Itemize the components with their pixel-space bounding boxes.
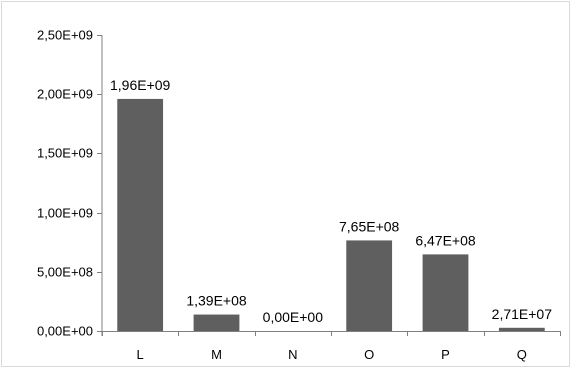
x-tick-label: L <box>137 347 144 362</box>
y-axis: 0,00E+00 5,00E+08 1,00E+09 1,50E+09 2,00E+09… <box>37 28 103 339</box>
y-tick-label: 1,00E+09 <box>37 206 93 221</box>
y-tick-label: 2,50E+09 <box>37 28 93 43</box>
x-tick-label: O <box>364 347 374 362</box>
y-tick-label: 5,00E+08 <box>37 265 93 280</box>
x-tick-label: P <box>441 347 450 362</box>
bars <box>117 98 545 331</box>
data-label: 6,47E+08 <box>415 232 476 248</box>
bar <box>346 240 393 331</box>
bar <box>193 314 240 331</box>
data-labels: 1,96E+09 1,39E+08 0,00E+00 7,65E+08 6,47E+08… <box>110 77 552 325</box>
bar <box>117 98 164 331</box>
data-label: 0,00E+00 <box>263 309 324 325</box>
data-label: 7,65E+08 <box>339 218 400 234</box>
x-tick-label: M <box>211 347 222 362</box>
data-label: 1,96E+09 <box>110 77 171 93</box>
y-tick-label: 0,00E+00 <box>37 324 93 339</box>
x-axis: L M N O P Q <box>102 331 561 362</box>
data-label: 2,71E+07 <box>492 306 553 322</box>
x-tick-label: Q <box>517 347 527 362</box>
x-tick-label: N <box>288 347 297 362</box>
bar <box>422 254 469 331</box>
data-label: 1,39E+08 <box>186 293 247 309</box>
y-tick-label: 1,50E+09 <box>37 146 93 161</box>
bar <box>498 327 545 331</box>
y-tick-label: 2,00E+09 <box>37 87 93 102</box>
